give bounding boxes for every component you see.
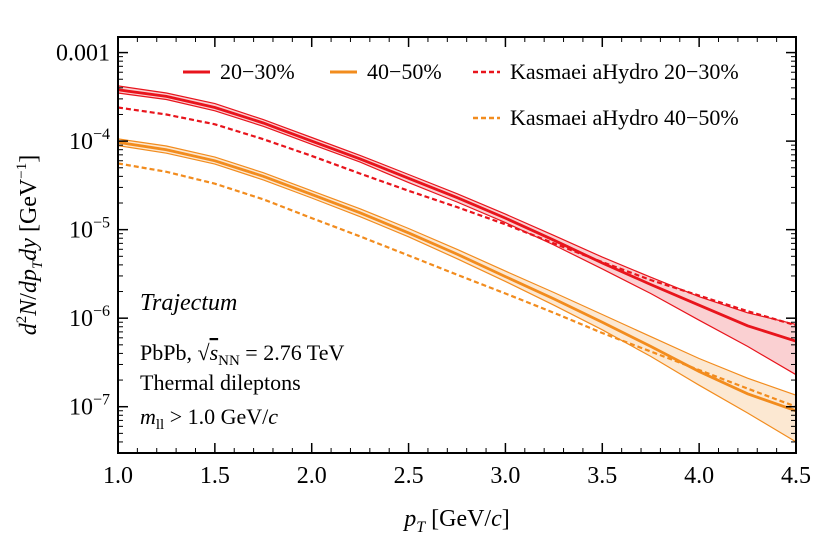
x-tick-label: 2.0 bbox=[297, 463, 327, 489]
x-tick-label: 1.5 bbox=[200, 463, 230, 489]
y-tick-label: 10−6 bbox=[69, 303, 110, 332]
y-axis-title: d2N/dpTdy [GeV−1] bbox=[14, 155, 46, 335]
plot-frame bbox=[117, 36, 797, 454]
legend-label-kasmaei-20-30: Kasmaei aHydro 20−30% bbox=[510, 59, 739, 84]
x-tick-label: 1.0 bbox=[103, 463, 133, 489]
series-line-20-30 bbox=[117, 88, 797, 343]
x-tick-label: 3.5 bbox=[587, 463, 617, 489]
series-line-kasmaei-ahydro-40-50 bbox=[117, 162, 797, 408]
band-upper-40-50 bbox=[117, 138, 797, 396]
x-tick-label: 3.0 bbox=[490, 463, 520, 489]
series-lines bbox=[117, 88, 797, 413]
info-cut: mll > 1.0 GeV/c bbox=[140, 404, 278, 433]
y-tick-label: 10−4 bbox=[69, 126, 110, 155]
x-axis-ticks: 1.0 1.5 2.0 2.5 3.0 3.5 4.0 4.5 bbox=[103, 37, 811, 489]
x-tick-label: 2.5 bbox=[394, 463, 424, 489]
x-axis-title: pT [GeV/c] bbox=[402, 506, 510, 536]
y-axis-ticks: 0.001 10−4 10−5 10−6 10−7 bbox=[56, 41, 796, 454]
y-tick-label: 10−7 bbox=[69, 392, 110, 421]
x-tick-label: 4.5 bbox=[781, 463, 811, 489]
legend-label-20-30: 20−30% bbox=[220, 59, 295, 84]
legend-label-kasmaei-40-50: Kasmaei aHydro 40−50% bbox=[510, 105, 739, 130]
info-title: Trajectum bbox=[140, 290, 237, 316]
legend-label-40-50: 40−50% bbox=[367, 59, 442, 84]
legend: 20−30% 40−50% Kasmaei aHydro 20−30% Kasm… bbox=[183, 59, 739, 130]
x-tick-label: 4.0 bbox=[684, 463, 714, 489]
series-line-kasmaei-ahydro-20-30 bbox=[117, 106, 797, 327]
band-lower-40-50 bbox=[117, 145, 797, 443]
info-process: Thermal dileptons bbox=[140, 370, 301, 395]
band-lower-20-30 bbox=[117, 92, 797, 376]
y-tick-label: 0.001 bbox=[56, 41, 110, 67]
y-tick-label: 10−5 bbox=[69, 215, 110, 244]
info-box: Trajectum PbPb, √sNN = 2.76 TeV Thermal … bbox=[140, 290, 344, 433]
info-system: PbPb, √sNN = 2.76 TeV bbox=[140, 340, 344, 369]
